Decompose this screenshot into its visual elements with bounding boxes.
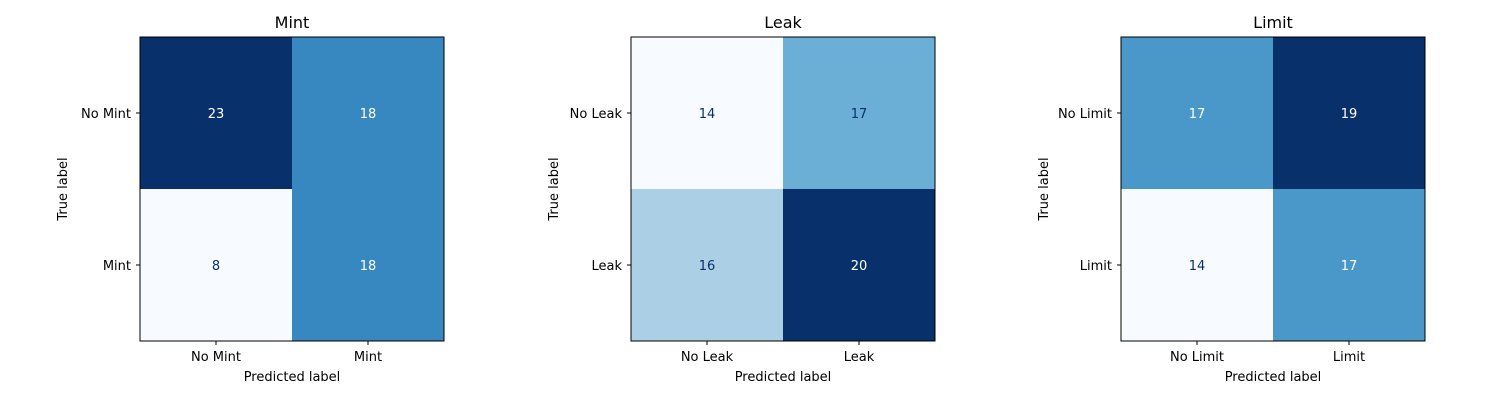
heatmap-cell bbox=[292, 189, 444, 341]
heatmap-cell bbox=[1121, 189, 1273, 341]
x-axis-label: Predicted label bbox=[1225, 370, 1322, 385]
x-tick-label: No Mint bbox=[191, 350, 241, 365]
cell-value-label: 20 bbox=[851, 259, 868, 274]
heatmap-cell bbox=[292, 37, 444, 189]
cell-value-label: 19 bbox=[1341, 107, 1358, 122]
chart-panel-3: 17 19 14 17 Limit No Limit Limit No Limit Limit P… bbox=[1037, 13, 1426, 385]
cell-value-label: 17 bbox=[851, 107, 868, 122]
cell-value-label: 17 bbox=[1189, 107, 1206, 122]
chart-panel-1: 23 18 8 18 Mint No Mint Mint No Mint Mint Predict… bbox=[56, 13, 445, 385]
x-tick-label: Leak bbox=[844, 350, 875, 365]
cell-value-label: 14 bbox=[699, 107, 716, 122]
x-tick-label: No Limit bbox=[1170, 350, 1224, 365]
y-tick-label: No Mint bbox=[81, 107, 131, 122]
y-axis-label: True label bbox=[1037, 157, 1052, 221]
x-axis-label: Predicted label bbox=[735, 370, 832, 385]
y-tick-label: Leak bbox=[591, 259, 622, 274]
cell-value-label: 17 bbox=[1341, 259, 1358, 274]
plot-frame bbox=[630, 36, 936, 342]
x-tick-label: No Leak bbox=[681, 350, 734, 365]
y-axis-label: True label bbox=[56, 157, 71, 221]
y-tick-label: Limit bbox=[1080, 259, 1112, 274]
heatmap-cell bbox=[631, 189, 783, 341]
plot-frame bbox=[1120, 36, 1426, 342]
heatmap-cell bbox=[631, 37, 783, 189]
heatmap-cell bbox=[1121, 37, 1273, 189]
cell-value-label: 16 bbox=[699, 259, 716, 274]
heatmap-cell bbox=[140, 189, 292, 341]
y-tick-label: No Limit bbox=[1058, 107, 1112, 122]
cell-value-label: 18 bbox=[360, 259, 377, 274]
chart-title: Limit bbox=[1253, 13, 1293, 32]
x-tick-label: Mint bbox=[354, 350, 382, 365]
cell-value-label: 8 bbox=[212, 259, 220, 274]
heatmap-cell bbox=[783, 189, 935, 341]
heatmap-cell bbox=[1273, 189, 1425, 341]
chart-panel-2: 14 17 16 20 Leak No Leak Leak No Leak Leak Predic… bbox=[547, 13, 936, 385]
cell-value-label: 18 bbox=[360, 107, 377, 122]
y-tick-label: No Leak bbox=[570, 107, 623, 122]
heatmap-cell bbox=[140, 37, 292, 189]
chart-title: Mint bbox=[275, 13, 310, 32]
heatmap-cell bbox=[783, 37, 935, 189]
chart-title: Leak bbox=[764, 13, 802, 32]
x-axis-label: Predicted label bbox=[244, 370, 341, 385]
plot-frame bbox=[139, 36, 445, 342]
cell-value-label: 14 bbox=[1189, 259, 1206, 274]
cell-value-label: 23 bbox=[208, 107, 225, 122]
x-tick-label: Limit bbox=[1333, 350, 1365, 365]
y-axis-label: True label bbox=[547, 157, 562, 221]
heatmap-cell bbox=[1273, 37, 1425, 189]
y-tick-label: Mint bbox=[103, 259, 131, 274]
